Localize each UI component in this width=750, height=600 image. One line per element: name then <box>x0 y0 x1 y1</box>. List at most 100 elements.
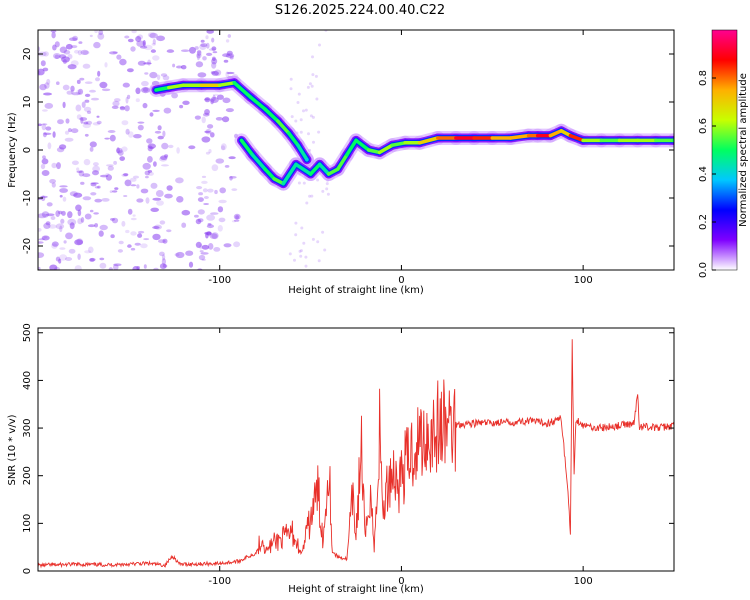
noise-speckle <box>50 30 57 33</box>
noise-speckle <box>114 98 121 102</box>
noise-speckle <box>97 70 101 77</box>
noise-speckle <box>196 52 202 59</box>
noise-speckle <box>229 176 233 181</box>
noise-speckle <box>152 226 160 229</box>
noise-speckle <box>158 239 166 244</box>
noise-speckle <box>66 90 73 95</box>
noise-speckle <box>83 158 91 166</box>
noise-speckle <box>188 145 196 150</box>
noise-speckle <box>144 72 149 75</box>
noise-speckle <box>142 40 146 47</box>
noise-speckle <box>162 75 170 81</box>
noise-speckle <box>65 232 73 240</box>
noise-speckle <box>137 121 145 124</box>
noise-speckle <box>124 105 130 112</box>
snr-series <box>38 339 674 569</box>
snr-ytick-label: 500 <box>22 323 33 342</box>
noise-speckle <box>207 223 212 226</box>
noise-speckle <box>176 65 183 69</box>
noise-speckle <box>80 49 89 56</box>
noise-speckle <box>217 225 223 232</box>
noise-speckle <box>84 81 93 84</box>
noise-speckle <box>231 220 237 223</box>
noise-speckle <box>149 71 158 79</box>
noise-speckle <box>125 128 130 135</box>
noise-speckle <box>152 55 160 61</box>
noise-speckle <box>145 197 150 204</box>
noise-speckle <box>289 87 293 91</box>
noise-speckle <box>47 142 52 150</box>
noise-speckle <box>154 130 162 134</box>
noise-speckle <box>94 186 100 189</box>
noise-speckle <box>215 117 223 121</box>
ridge-segment <box>281 162 298 186</box>
noise-speckle <box>84 93 91 97</box>
noise-speckle <box>157 125 162 131</box>
noise-speckle <box>321 189 325 193</box>
noise-speckle <box>321 230 325 234</box>
colorbar-bar <box>711 29 738 271</box>
noise-speckle <box>59 194 63 198</box>
noise-speckle <box>195 218 202 225</box>
noise-speckle <box>89 34 93 38</box>
snr-frame <box>37 327 675 572</box>
noise-speckle <box>179 104 184 109</box>
noise-speckle <box>52 131 56 138</box>
noise-speckle <box>76 114 82 120</box>
noise-speckle <box>43 132 52 135</box>
noise-speckle <box>306 85 310 89</box>
noise-speckle <box>79 77 85 81</box>
noise-speckle <box>323 248 327 252</box>
noise-speckle <box>124 179 132 187</box>
noise-speckle <box>233 219 240 222</box>
noise-speckle <box>294 221 298 225</box>
noise-speckle <box>203 112 210 117</box>
ridge-segment <box>239 138 255 157</box>
noise-speckle <box>159 156 168 162</box>
noise-speckle <box>299 254 303 258</box>
noise-speckle <box>201 180 208 184</box>
spectrogram-xtick-label: 100 <box>574 275 593 286</box>
noise-speckle <box>162 264 168 268</box>
noise-speckle <box>197 50 202 54</box>
noise-speckle <box>311 237 315 241</box>
noise-speckle <box>141 87 151 94</box>
noise-speckle <box>315 97 319 101</box>
noise-speckle <box>56 81 60 85</box>
noise-speckle <box>298 249 302 253</box>
noise-speckle <box>117 150 124 156</box>
noise-speckle <box>196 186 203 190</box>
noise-speckle <box>288 252 292 256</box>
snr-xtick-label: 100 <box>574 576 593 587</box>
colorbar-tick-label: 0.0 <box>698 262 709 278</box>
noise-speckle <box>196 49 202 56</box>
noise-speckle <box>205 128 212 135</box>
noise-speckle <box>89 89 96 93</box>
ridge-segment <box>354 138 371 152</box>
noise-speckle <box>59 254 68 261</box>
noise-speckle <box>70 89 74 94</box>
noise-speckle <box>195 61 204 68</box>
noise-speckle <box>140 188 149 194</box>
noise-speckle <box>147 59 152 66</box>
noise-speckle <box>98 230 104 237</box>
noise-speckle <box>290 115 294 119</box>
noise-speckle <box>310 194 314 198</box>
noise-speckle <box>159 251 165 257</box>
noise-speckle <box>59 46 68 54</box>
noise-speckle <box>55 223 65 230</box>
noise-speckle <box>86 110 92 115</box>
ridge-point <box>305 157 309 162</box>
noise-speckle <box>112 51 118 54</box>
noise-speckle <box>206 42 210 49</box>
noise-speckle <box>206 30 214 34</box>
colorbar-tick-label: 0.2 <box>698 214 709 230</box>
noise-speckle <box>176 147 180 154</box>
noise-speckle <box>67 211 73 219</box>
ridge-segment <box>248 95 267 111</box>
noise-speckle <box>176 196 184 203</box>
noise-speckle <box>294 119 298 123</box>
noise-speckle <box>41 235 50 241</box>
noise-speckle <box>304 264 308 268</box>
noise-speckle <box>67 64 77 70</box>
